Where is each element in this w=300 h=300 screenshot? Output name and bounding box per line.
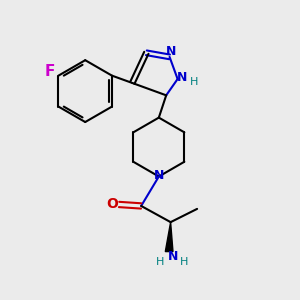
Polygon shape [165, 222, 173, 252]
Text: N: N [168, 250, 179, 262]
Text: N: N [166, 45, 176, 58]
Text: H: H [156, 257, 164, 267]
Text: F: F [44, 64, 55, 79]
Text: H: H [190, 77, 198, 87]
Text: O: O [107, 197, 118, 211]
Text: N: N [154, 169, 164, 182]
Text: H: H [180, 257, 189, 267]
Text: N: N [177, 71, 187, 84]
